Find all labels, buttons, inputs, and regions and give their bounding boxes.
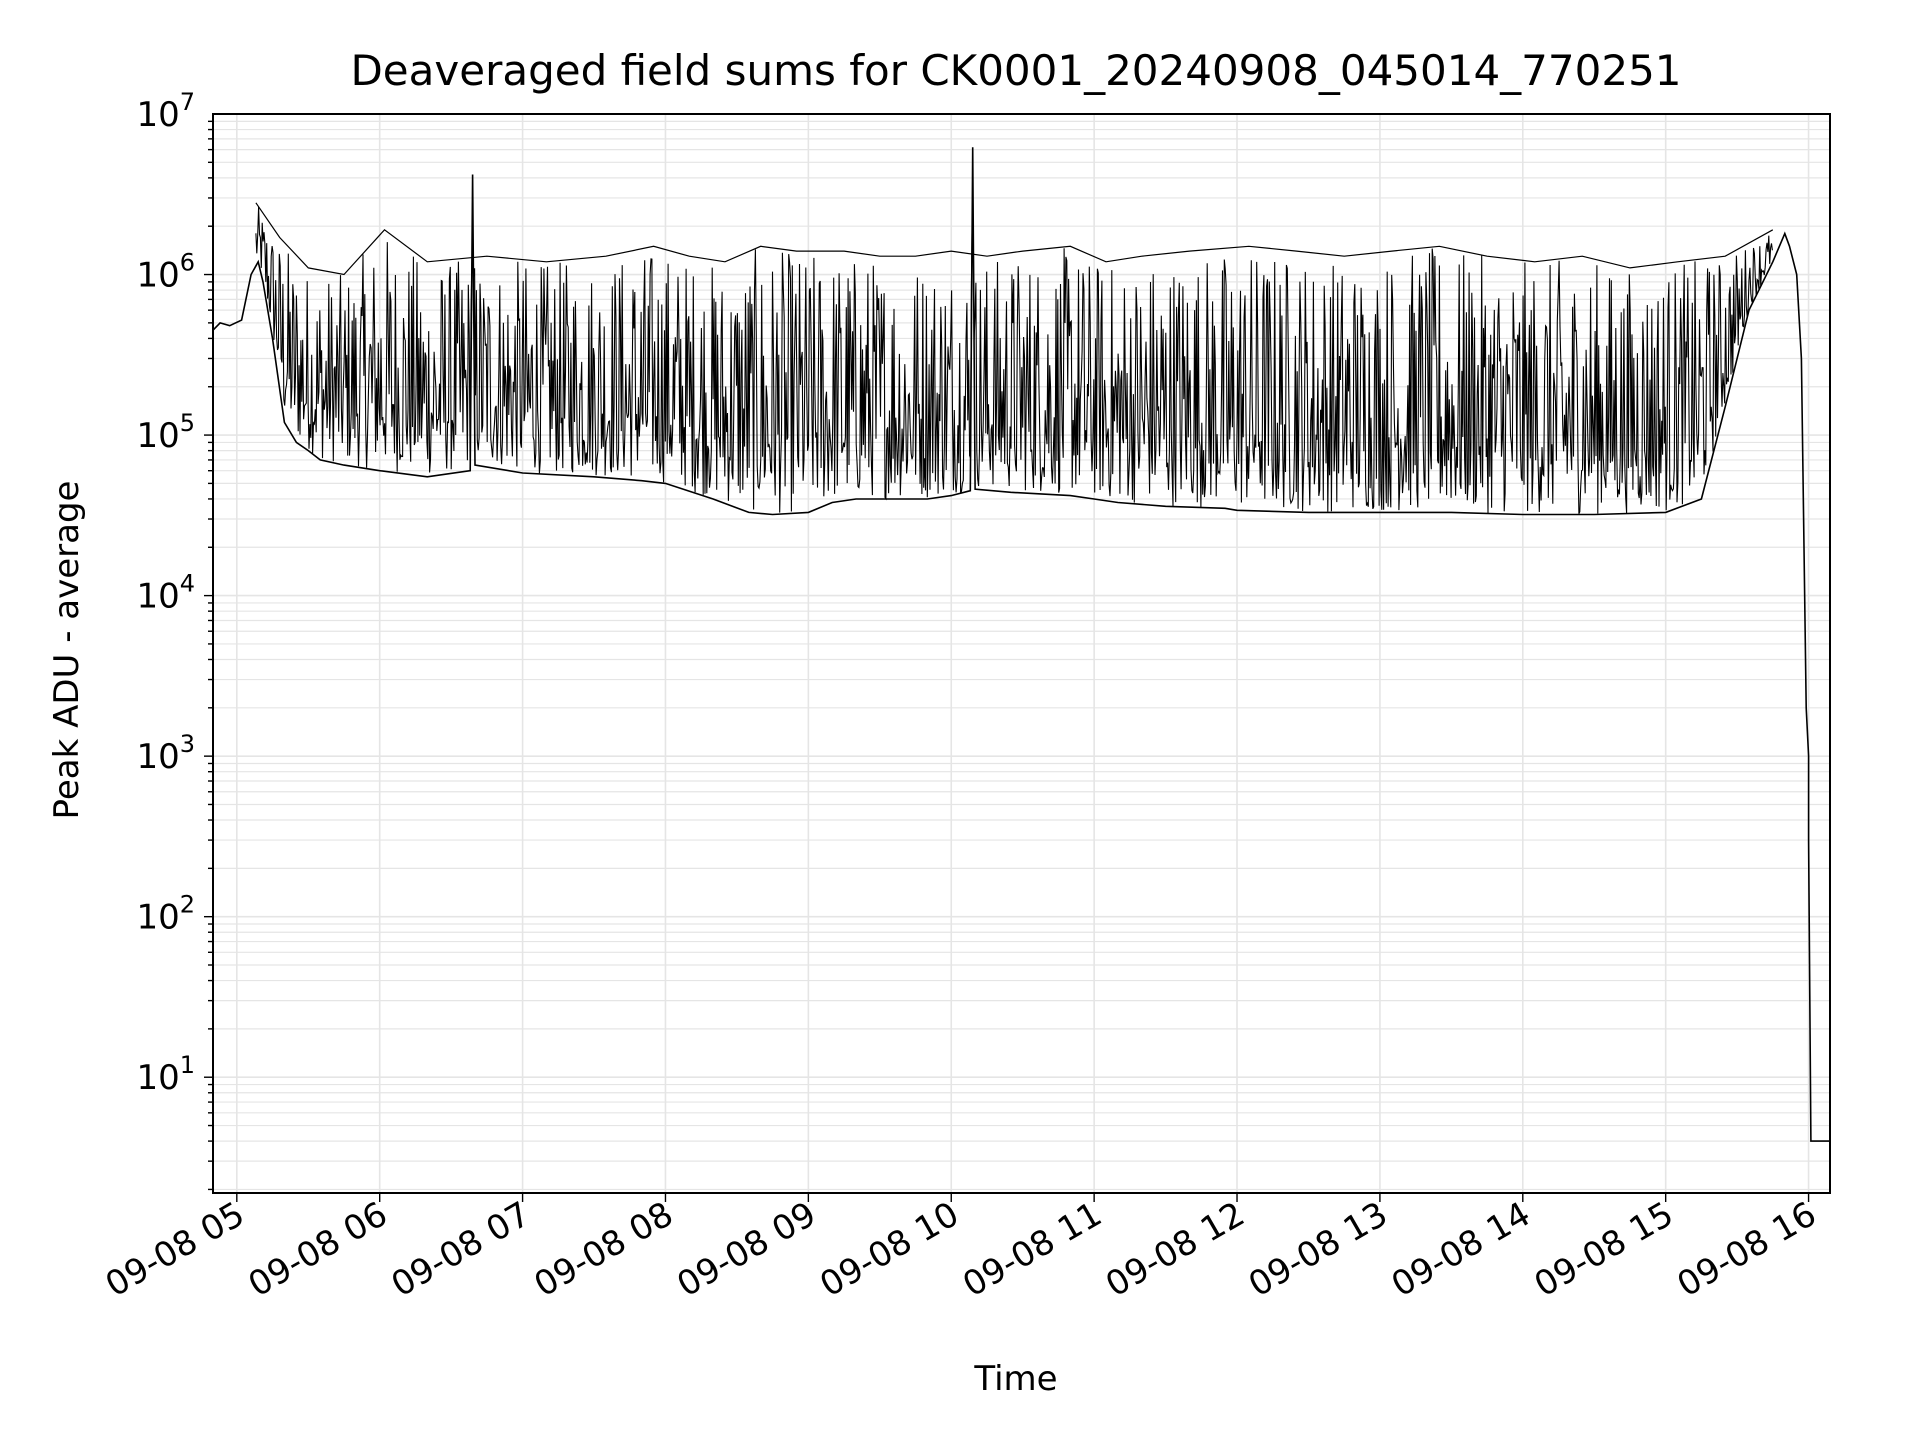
y-tick-label: 107 xyxy=(136,88,195,135)
y-tick-label: 106 xyxy=(136,249,195,296)
y-axis-label: Peak ADU - average xyxy=(47,481,87,820)
series-upper-envelope xyxy=(255,202,1774,276)
y-tick-label: 103 xyxy=(136,730,195,777)
signal-fill-trace xyxy=(255,206,1773,515)
y-tick-label: 102 xyxy=(136,891,195,938)
x-axis-label: Time xyxy=(973,1359,1057,1399)
data-series xyxy=(213,147,1830,1142)
grid xyxy=(213,114,1830,1193)
plot-frame xyxy=(212,113,1831,1194)
y-tick-label: 104 xyxy=(136,570,195,617)
chart-title: Deaveraged field sums for CK0001_2024090… xyxy=(350,46,1681,95)
y-tick-label: 101 xyxy=(136,1051,195,1098)
y-tick-label: 105 xyxy=(136,409,195,456)
series-lower-envelope xyxy=(213,147,1830,1142)
